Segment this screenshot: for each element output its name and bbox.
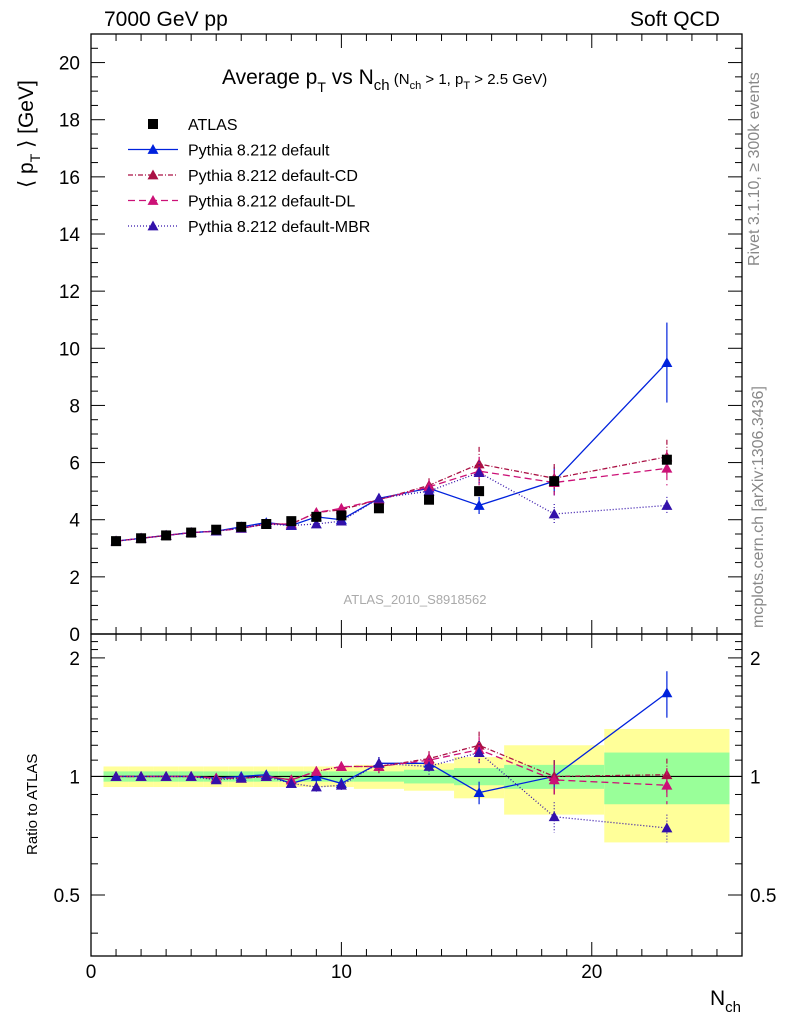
series-marker xyxy=(661,462,673,473)
legend: ATLAS Pythia 8.212 default Pythia 8.212 de… xyxy=(128,117,370,236)
ratio-panel: 0.5 0.51 12 20 10 20 Ratio to ATLAS Nch xyxy=(24,633,776,1016)
x-tick-label: 10 xyxy=(331,962,352,983)
ratio-tick-label-left: 2 xyxy=(69,649,80,670)
data-marker xyxy=(373,503,384,514)
ratio-marker xyxy=(210,774,222,785)
legend-label: Pythia 8.212 default-DL xyxy=(188,194,355,211)
y-tick-label: 20 xyxy=(59,54,80,75)
data-marker xyxy=(336,510,347,521)
series-marker xyxy=(661,499,673,510)
data-marker xyxy=(424,494,435,505)
legend-data-marker xyxy=(148,119,158,129)
data-marker xyxy=(136,533,147,544)
data-marker xyxy=(111,536,122,547)
ratio-marker xyxy=(310,765,322,776)
ratio-marker xyxy=(285,777,297,788)
legend-marker xyxy=(147,220,159,231)
ratio-tick-label-right: 2 xyxy=(750,649,761,670)
x-axis-label: Nch xyxy=(710,987,741,1016)
series-marker xyxy=(473,499,485,510)
data-marker xyxy=(661,454,672,465)
y-tick-label: 4 xyxy=(69,511,80,532)
ratio-marker xyxy=(235,772,247,783)
ratio-marker xyxy=(260,770,272,781)
ratio-marker xyxy=(661,687,673,698)
ratio-axis-label: Ratio to ATLAS xyxy=(24,754,41,855)
legend-marker xyxy=(147,195,159,205)
data-marker xyxy=(549,476,560,487)
series-marker xyxy=(661,357,673,367)
y-tick-label: 10 xyxy=(59,339,80,360)
data-marker xyxy=(161,530,172,541)
ratio-tick-label-left: 1 xyxy=(69,767,80,788)
ratio-marker xyxy=(310,770,322,781)
legend-label-data: ATLAS xyxy=(188,117,238,134)
ratio-marker xyxy=(310,781,322,792)
series-line xyxy=(115,467,667,542)
legend-label: Pythia 8.212 default-CD xyxy=(188,168,358,185)
ratio-series-line xyxy=(116,748,667,786)
ratio-marker xyxy=(473,787,485,797)
ratio-marker xyxy=(473,747,485,757)
x-tick-label: 20 xyxy=(581,962,602,983)
data-marker xyxy=(186,527,197,538)
data-marker xyxy=(236,521,247,532)
series-marker xyxy=(335,515,347,526)
ratio-tick-label-right: 0.5 xyxy=(750,886,776,907)
series-marker xyxy=(373,492,385,503)
chart-title: Average pT vs Nch (Nch > 1, pT > 2.5 GeV… xyxy=(222,66,547,95)
data-marker xyxy=(286,516,297,527)
ratio-marker xyxy=(423,760,435,771)
series-line xyxy=(115,471,667,542)
y-axis-label: ⟨ pT ⟩ [GeV] xyxy=(15,80,43,188)
ratio-series-line xyxy=(116,744,667,781)
series-line xyxy=(115,456,668,542)
ratio-marker xyxy=(335,779,347,790)
legend-label: Pythia 8.212 default-MBR xyxy=(188,219,370,236)
series-marker xyxy=(335,502,347,513)
legend-marker xyxy=(147,144,159,154)
ratio-marker xyxy=(110,770,122,781)
header-right: Soft QCD xyxy=(630,8,720,31)
y-tick-label: 14 xyxy=(59,225,81,246)
data-marker xyxy=(474,486,485,497)
watermark: ATLAS_2010_S8918562 xyxy=(344,592,487,607)
y-tick-label: 2 xyxy=(69,568,80,589)
header-left: 7000 GeV pp xyxy=(104,8,228,31)
ratio-marker xyxy=(548,811,560,822)
ratio-marker xyxy=(661,822,673,833)
main-panel: 0 2 4 6 8 10 12 14 16 18 20 ATLAS_2010_S8918562 Av… xyxy=(15,33,743,646)
y-tick-label: 0 xyxy=(69,625,80,646)
ratio-tick-label-right: 1 xyxy=(750,767,761,788)
series-marker xyxy=(423,485,435,496)
data-marker xyxy=(211,524,222,535)
ratio-marker xyxy=(135,770,147,781)
series-marker xyxy=(473,467,485,477)
y-tick-label: 6 xyxy=(69,454,80,475)
data-marker xyxy=(261,519,272,529)
y-tick-label: 12 xyxy=(59,282,80,303)
ratio-marker xyxy=(661,779,673,790)
ratio-marker xyxy=(548,774,560,785)
ratio-marker xyxy=(335,760,347,771)
ratio-marker xyxy=(160,770,172,781)
ratio-marker xyxy=(185,770,197,781)
y-tick-label: 16 xyxy=(59,168,80,189)
x-tick-label: 0 xyxy=(86,962,97,983)
series-marker xyxy=(310,518,322,529)
data-marker xyxy=(311,511,322,522)
y-tick-label: 8 xyxy=(69,396,80,417)
series-line xyxy=(115,362,668,542)
ratio-marker xyxy=(373,757,385,768)
y-tick-label: 18 xyxy=(59,111,80,132)
ratio-tick-label-left: 0.5 xyxy=(54,886,80,907)
series-marker xyxy=(548,508,560,519)
legend-label: Pythia 8.212 default xyxy=(188,143,330,160)
legend-marker xyxy=(147,169,159,180)
